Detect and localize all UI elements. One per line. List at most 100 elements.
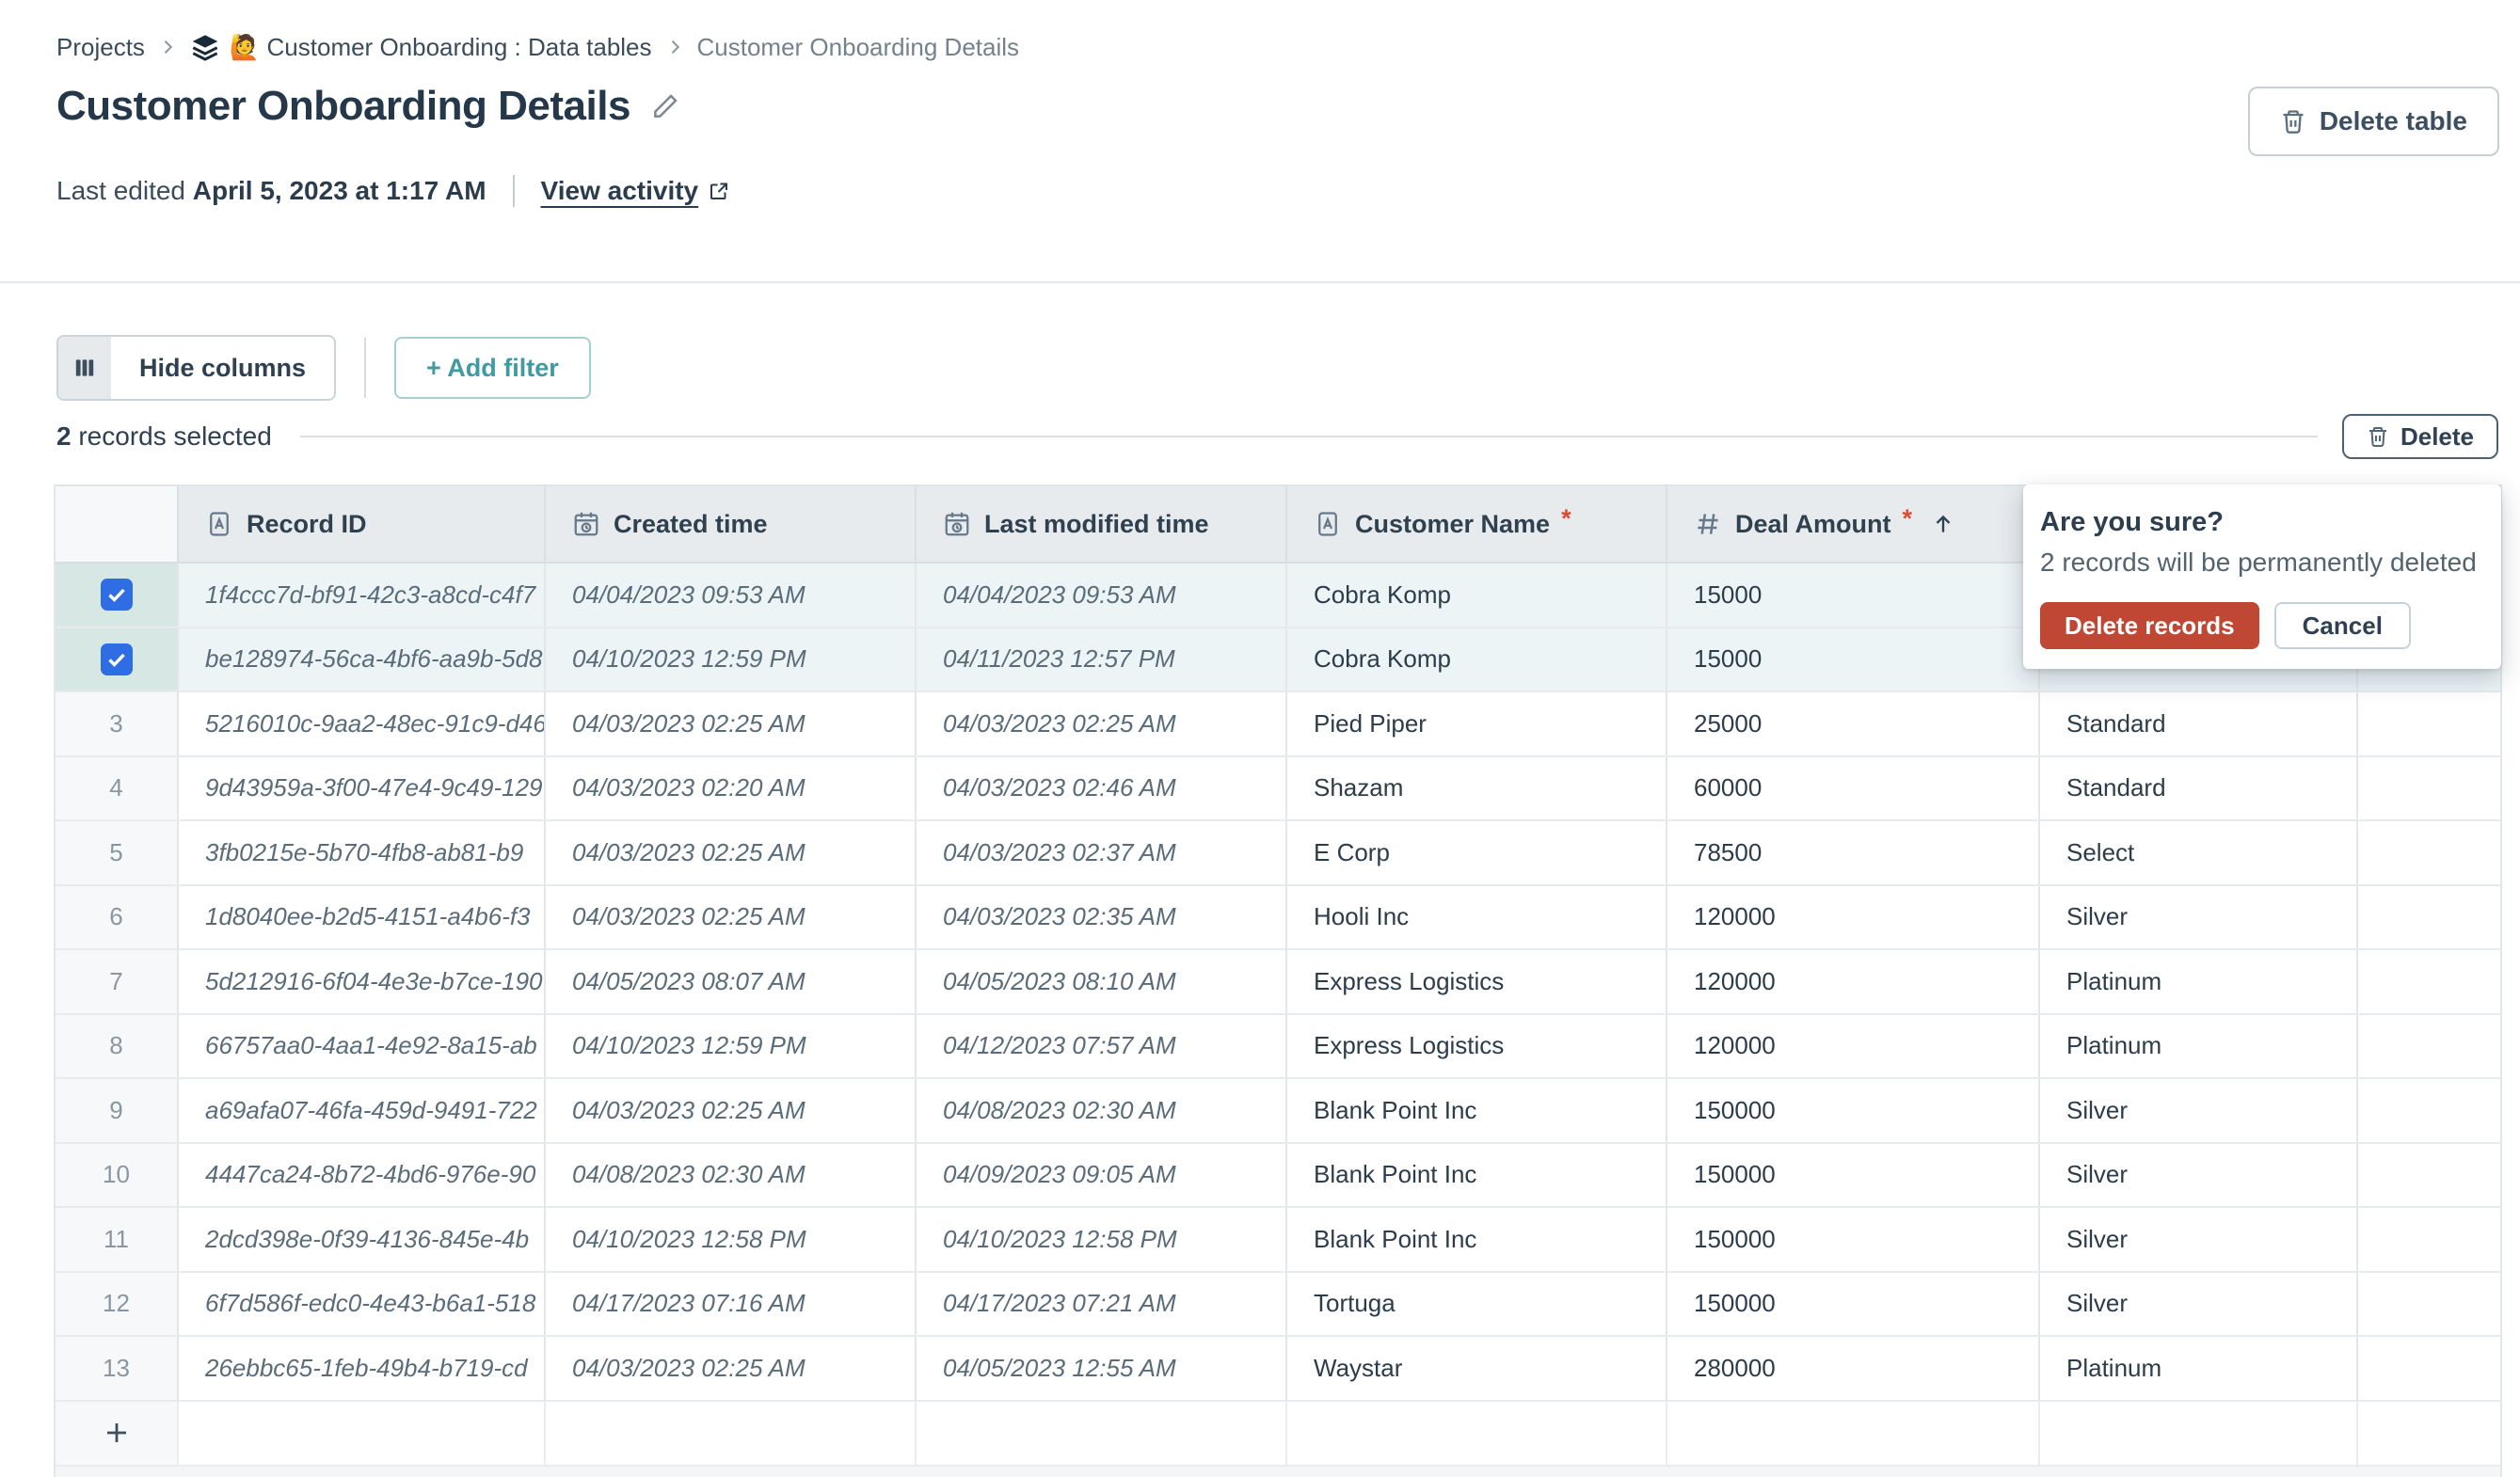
row-number[interactable]: 5 [109, 838, 122, 867]
cell-created[interactable]: 04/10/2023 12:59 PM [546, 628, 917, 691]
cancel-button[interactable]: Cancel [2274, 602, 2411, 649]
cell-tier[interactable]: Silver [2040, 1144, 2358, 1207]
cell-tier[interactable]: Platinum [2040, 1015, 2358, 1078]
cell-record[interactable]: 3fb0215e-5b70-4fb8-ab81-b9 [179, 821, 546, 884]
column-header-customer[interactable]: Customer Name* [1287, 486, 1667, 562]
sort-ascending-icon[interactable] [1931, 512, 1955, 536]
cell-tier[interactable]: Silver [2040, 1079, 2358, 1142]
cell-created[interactable]: 04/05/2023 08:07 AM [546, 950, 917, 1013]
cell-extra[interactable] [2358, 1208, 2500, 1271]
cell-created[interactable]: 04/03/2023 02:25 AM [546, 821, 917, 884]
cell-customer[interactable]: Express Logistics [1287, 1015, 1667, 1078]
cell-tier[interactable]: Platinum [2040, 1337, 2358, 1400]
row-number[interactable]: 10 [103, 1160, 130, 1189]
cell-customer[interactable]: Cobra Komp [1287, 564, 1667, 627]
cell-record[interactable]: 1f4ccc7d-bf91-42c3-a8cd-c4f7 [179, 564, 546, 627]
cell-modified[interactable]: 04/12/2023 07:57 AM [917, 1015, 1287, 1078]
cell-extra[interactable] [2358, 950, 2500, 1013]
cell-record[interactable]: 4447ca24-8b72-4bd6-976e-90 [179, 1144, 546, 1207]
cell-modified[interactable]: 04/04/2023 09:53 AM [917, 564, 1287, 627]
cell-modified[interactable]: 04/05/2023 12:55 AM [917, 1337, 1287, 1400]
delete-table-button[interactable]: Delete table [2248, 87, 2499, 156]
cell-deal[interactable]: 150000 [1667, 1144, 2040, 1207]
cell-record[interactable]: 5216010c-9aa2-48ec-91c9-d46 [179, 692, 546, 755]
edit-title-icon[interactable] [651, 92, 679, 120]
cell-customer[interactable]: Blank Point Inc [1287, 1144, 1667, 1207]
cell-extra[interactable] [2358, 886, 2500, 949]
row-number[interactable]: 9 [109, 1096, 122, 1125]
cell-deal[interactable]: 150000 [1667, 1208, 2040, 1271]
row-number[interactable]: 7 [109, 967, 122, 996]
cell-record[interactable]: 1d8040ee-b2d5-4151-a4b6-f3 [179, 886, 546, 949]
cell-customer[interactable]: E Corp [1287, 821, 1667, 884]
cell-tier[interactable]: Standard [2040, 757, 2358, 820]
cell-modified[interactable]: 04/03/2023 02:37 AM [917, 821, 1287, 884]
cell-deal[interactable]: 15000 [1667, 628, 2040, 691]
cell-customer[interactable]: Express Logistics [1287, 950, 1667, 1013]
cell-created[interactable]: 04/03/2023 02:25 AM [546, 692, 917, 755]
column-header-record[interactable]: Record ID [179, 486, 546, 562]
cell-modified[interactable]: 04/05/2023 08:10 AM [917, 950, 1287, 1013]
cell-modified[interactable]: 04/03/2023 02:25 AM [917, 692, 1287, 755]
cell-deal[interactable]: 25000 [1667, 692, 2040, 755]
cell-deal[interactable]: 15000 [1667, 564, 2040, 627]
cell-customer[interactable]: Blank Point Inc [1287, 1079, 1667, 1142]
column-header-modified[interactable]: Last modified time [917, 486, 1287, 562]
cell-record[interactable]: 5d212916-6f04-4e3e-b7ce-190 [179, 950, 546, 1013]
cell-created[interactable]: 04/03/2023 02:20 AM [546, 757, 917, 820]
cell-deal[interactable]: 280000 [1667, 1337, 2040, 1400]
cell-customer[interactable]: Cobra Komp [1287, 628, 1667, 691]
row-number[interactable]: 4 [109, 773, 122, 802]
cell-created[interactable]: 04/10/2023 12:59 PM [546, 1015, 917, 1078]
breadcrumb-project-tables[interactable]: 🙋 Customer Onboarding : Data tables [230, 33, 652, 62]
cell-record[interactable]: 6f7d586f-edc0-4e43-b6a1-518 [179, 1273, 546, 1336]
hide-columns-button[interactable]: Hide columns [56, 335, 336, 401]
cell-deal[interactable]: 120000 [1667, 950, 2040, 1013]
cell-record[interactable]: a69afa07-46fa-459d-9491-722 [179, 1079, 546, 1142]
row-number[interactable]: 11 [104, 1225, 129, 1254]
cell-created[interactable]: 04/04/2023 09:53 AM [546, 564, 917, 627]
cell-customer[interactable]: Shazam [1287, 757, 1667, 820]
cell-record[interactable]: 9d43959a-3f00-47e4-9c49-129 [179, 757, 546, 820]
cell-record[interactable]: 66757aa0-4aa1-4e92-8a15-ab [179, 1015, 546, 1078]
cell-modified[interactable]: 04/09/2023 09:05 AM [917, 1144, 1287, 1207]
cell-customer[interactable]: Waystar [1287, 1337, 1667, 1400]
cell-created[interactable]: 04/10/2023 12:58 PM [546, 1208, 917, 1271]
cell-customer[interactable]: Pied Piper [1287, 692, 1667, 755]
cell-modified[interactable]: 04/11/2023 12:57 PM [917, 628, 1287, 691]
cell-created[interactable]: 04/03/2023 02:25 AM [546, 1337, 917, 1400]
cell-extra[interactable] [2358, 757, 2500, 820]
cell-record[interactable]: 26ebbc65-1feb-49b4-b719-cd [179, 1337, 546, 1400]
delete-selected-button[interactable]: Delete [2342, 414, 2498, 459]
breadcrumb-projects[interactable]: Projects [56, 33, 145, 62]
row-number[interactable]: 3 [109, 709, 122, 738]
cell-customer[interactable]: Blank Point Inc [1287, 1208, 1667, 1271]
cell-customer[interactable]: Tortuga [1287, 1273, 1667, 1336]
column-header-created[interactable]: Created time [546, 486, 917, 562]
cell-extra[interactable] [2358, 1079, 2500, 1142]
cell-modified[interactable]: 04/08/2023 02:30 AM [917, 1079, 1287, 1142]
cell-extra[interactable] [2358, 1015, 2500, 1078]
cell-modified[interactable]: 04/17/2023 07:21 AM [917, 1273, 1287, 1336]
cell-deal[interactable]: 78500 [1667, 821, 2040, 884]
row-number[interactable]: 6 [109, 902, 122, 931]
cell-customer[interactable]: Hooli Inc [1287, 886, 1667, 949]
view-activity-link[interactable]: View activity [541, 176, 731, 206]
cell-extra[interactable] [2358, 821, 2500, 884]
row-checkbox-checked[interactable] [101, 643, 133, 675]
cell-created[interactable]: 04/03/2023 02:25 AM [546, 1079, 917, 1142]
row-number[interactable]: 13 [103, 1354, 130, 1383]
cell-tier[interactable]: Standard [2040, 692, 2358, 755]
cell-deal[interactable]: 120000 [1667, 886, 2040, 949]
column-header-deal[interactable]: Deal Amount* [1667, 486, 2040, 562]
cell-modified[interactable]: 04/10/2023 12:58 PM [917, 1208, 1287, 1271]
cell-tier[interactable]: Platinum [2040, 950, 2358, 1013]
cell-deal[interactable]: 60000 [1667, 757, 2040, 820]
cell-modified[interactable]: 04/03/2023 02:46 AM [917, 757, 1287, 820]
cell-tier[interactable]: Silver [2040, 1273, 2358, 1336]
row-checkbox-checked[interactable] [101, 579, 133, 611]
cell-record[interactable]: 2dcd398e-0f39-4136-845e-4b [179, 1208, 546, 1271]
cell-extra[interactable] [2358, 1337, 2500, 1400]
cell-tier[interactable]: Select [2040, 821, 2358, 884]
cell-modified[interactable]: 04/03/2023 02:35 AM [917, 886, 1287, 949]
